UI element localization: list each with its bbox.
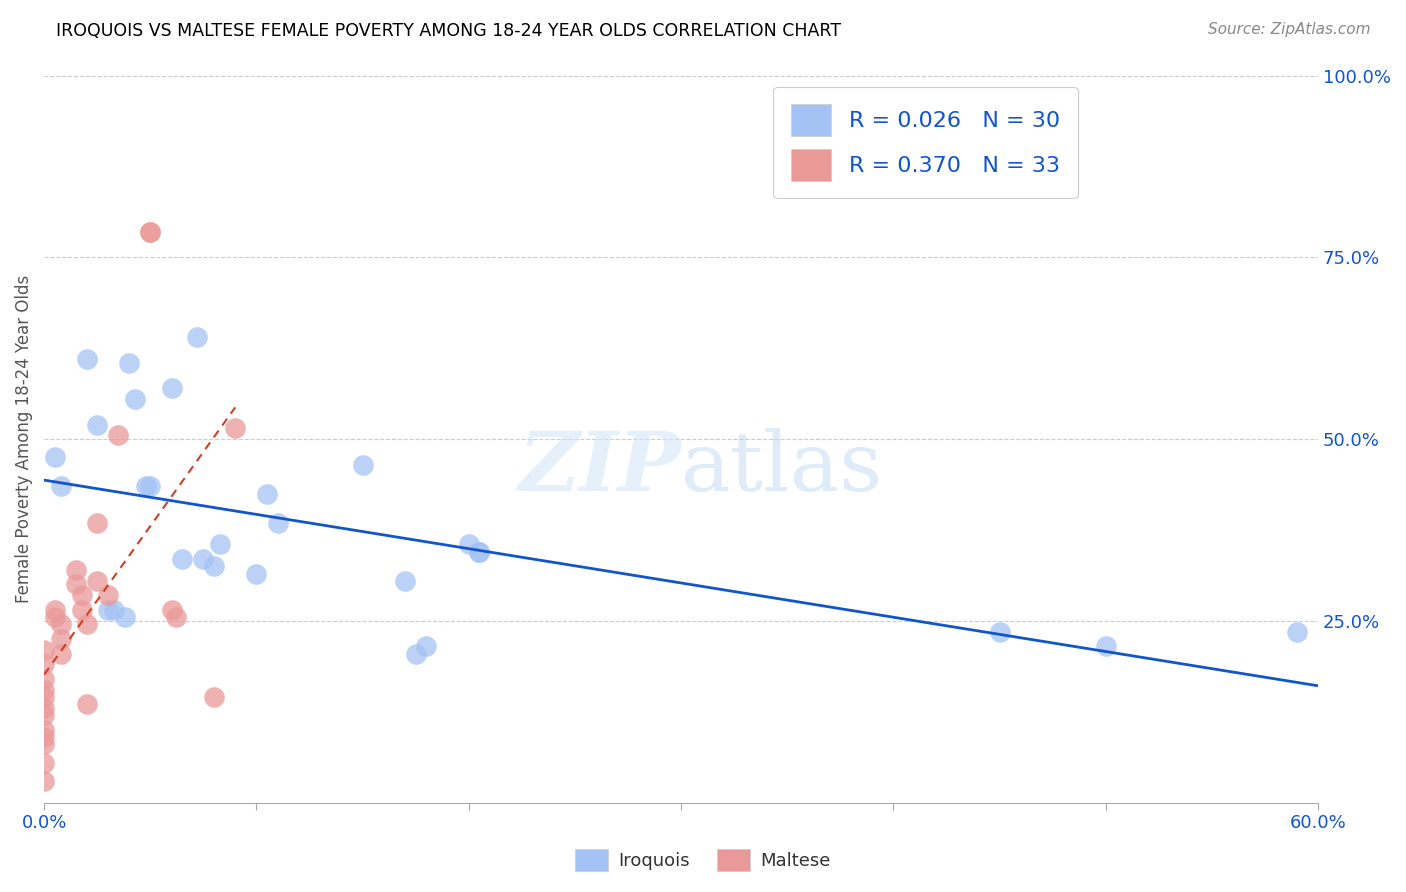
Point: [405, 647, 427, 661]
Point: [97, 603, 120, 617]
Point: [457, 537, 479, 551]
Point: [160, 603, 183, 617]
Point: [124, 392, 146, 406]
Point: [1094, 640, 1116, 654]
Point: [245, 566, 267, 581]
Point: [44, 610, 66, 624]
Point: [32, 773, 55, 788]
Point: [107, 428, 129, 442]
Point: [97, 588, 120, 602]
Point: [209, 537, 232, 551]
Point: [202, 559, 225, 574]
Point: [160, 381, 183, 395]
Point: [468, 545, 491, 559]
Point: [32, 643, 55, 657]
Point: [468, 545, 491, 559]
Point: [86, 417, 108, 432]
Point: [394, 574, 416, 588]
Point: [32, 730, 55, 744]
Point: [165, 610, 187, 624]
Text: Source: ZipAtlas.com: Source: ZipAtlas.com: [1208, 22, 1371, 37]
Text: IROQUOIS VS MALTESE FEMALE POVERTY AMONG 18-24 YEAR OLDS CORRELATION CHART: IROQUOIS VS MALTESE FEMALE POVERTY AMONG…: [56, 22, 841, 40]
Point: [118, 356, 141, 370]
Point: [224, 421, 246, 435]
Point: [49, 479, 72, 493]
Point: [135, 479, 157, 493]
Point: [415, 640, 437, 654]
Point: [32, 708, 55, 723]
Point: [76, 617, 98, 632]
Point: [139, 225, 162, 239]
Point: [352, 458, 374, 472]
Text: ZIP: ZIP: [519, 428, 681, 508]
Point: [32, 738, 55, 752]
Point: [32, 756, 55, 770]
Point: [266, 516, 288, 530]
Point: [49, 647, 72, 661]
Legend: Iroquois, Maltese: Iroquois, Maltese: [568, 842, 838, 879]
Point: [32, 672, 55, 686]
Point: [49, 617, 72, 632]
Point: [32, 682, 55, 697]
Point: [32, 690, 55, 705]
Point: [86, 516, 108, 530]
Point: [44, 450, 66, 465]
Point: [86, 574, 108, 588]
Point: [72, 603, 94, 617]
Point: [72, 588, 94, 602]
Point: [202, 690, 225, 705]
Point: [172, 552, 194, 566]
Y-axis label: Female Poverty Among 18-24 Year Olds: Female Poverty Among 18-24 Year Olds: [15, 275, 32, 603]
Point: [32, 723, 55, 737]
Legend: R = 0.026   N = 30, R = 0.370   N = 33: R = 0.026 N = 30, R = 0.370 N = 33: [773, 87, 1078, 198]
Point: [988, 624, 1011, 639]
Text: atlas: atlas: [681, 428, 883, 508]
Point: [186, 330, 208, 344]
Point: [65, 563, 87, 577]
Point: [76, 352, 98, 367]
Point: [49, 632, 72, 646]
Point: [65, 577, 87, 591]
Point: [139, 225, 162, 239]
Point: [1285, 624, 1308, 639]
Point: [139, 479, 162, 493]
Point: [114, 610, 136, 624]
Point: [76, 698, 98, 712]
Point: [103, 603, 125, 617]
Point: [256, 486, 278, 500]
Point: [44, 603, 66, 617]
Point: [193, 552, 215, 566]
Point: [32, 657, 55, 672]
Point: [32, 701, 55, 715]
